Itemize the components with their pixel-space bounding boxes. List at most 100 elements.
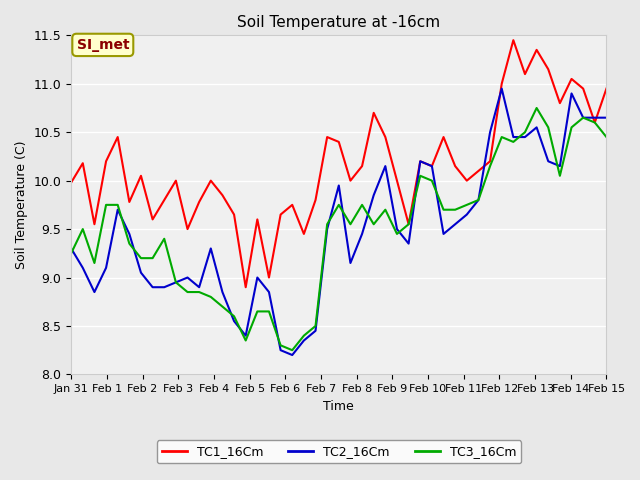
TC1_16Cm [404, 221, 412, 227]
TC3_16Cm [498, 134, 506, 140]
TC2_16Cm [475, 197, 483, 203]
TC3_16Cm [591, 120, 598, 125]
TC1_16Cm [556, 100, 564, 106]
TC2_16Cm [463, 212, 470, 217]
TC3_16Cm [289, 348, 296, 353]
TC2_16Cm [137, 270, 145, 276]
TC3_16Cm [440, 207, 447, 213]
TC1_16Cm [463, 178, 470, 183]
TC1_16Cm [509, 37, 517, 43]
TC2_16Cm [114, 207, 122, 213]
TC3_16Cm [195, 289, 203, 295]
TC2_16Cm [532, 124, 540, 130]
TC1_16Cm [102, 158, 110, 164]
TC3_16Cm [265, 309, 273, 314]
TC2_16Cm [161, 284, 168, 290]
TC2_16Cm [289, 352, 296, 358]
Line: TC2_16Cm: TC2_16Cm [71, 89, 607, 355]
TC3_16Cm [323, 221, 331, 227]
TC2_16Cm [440, 231, 447, 237]
Legend: TC1_16Cm, TC2_16Cm, TC3_16Cm: TC1_16Cm, TC2_16Cm, TC3_16Cm [157, 440, 521, 463]
TC3_16Cm [253, 309, 261, 314]
TC2_16Cm [323, 226, 331, 232]
TC3_16Cm [114, 202, 122, 208]
TC1_16Cm [417, 158, 424, 164]
TC2_16Cm [184, 275, 191, 280]
TC1_16Cm [242, 284, 250, 290]
TC3_16Cm [219, 304, 227, 310]
TC1_16Cm [312, 197, 319, 203]
TC3_16Cm [486, 163, 494, 169]
TC2_16Cm [300, 337, 308, 343]
TC2_16Cm [79, 265, 86, 271]
TC2_16Cm [276, 348, 284, 353]
TC1_16Cm [91, 221, 99, 227]
TC1_16Cm [207, 178, 214, 183]
TC3_16Cm [184, 289, 191, 295]
TC3_16Cm [91, 260, 99, 266]
TC2_16Cm [265, 289, 273, 295]
TC2_16Cm [603, 115, 611, 120]
TC3_16Cm [148, 255, 156, 261]
TC1_16Cm [532, 47, 540, 53]
TC1_16Cm [79, 160, 86, 166]
TC2_16Cm [207, 246, 214, 252]
TC2_16Cm [172, 279, 180, 285]
TC3_16Cm [463, 202, 470, 208]
TC2_16Cm [521, 134, 529, 140]
TC1_16Cm [591, 120, 598, 125]
TC1_16Cm [114, 134, 122, 140]
TC1_16Cm [161, 197, 168, 203]
TC1_16Cm [545, 66, 552, 72]
TC3_16Cm [242, 337, 250, 343]
TC3_16Cm [509, 139, 517, 145]
TC3_16Cm [125, 241, 133, 247]
TC1_16Cm [579, 86, 587, 92]
TC1_16Cm [219, 192, 227, 198]
TC3_16Cm [532, 105, 540, 111]
TC3_16Cm [556, 173, 564, 179]
TC2_16Cm [393, 226, 401, 232]
TC3_16Cm [207, 294, 214, 300]
TC3_16Cm [381, 207, 389, 213]
TC3_16Cm [102, 202, 110, 208]
TC1_16Cm [381, 134, 389, 140]
TC3_16Cm [347, 221, 355, 227]
TC1_16Cm [335, 139, 342, 145]
TC1_16Cm [393, 178, 401, 183]
TC2_16Cm [498, 86, 506, 92]
TC1_16Cm [428, 163, 436, 169]
TC3_16Cm [475, 197, 483, 203]
TC3_16Cm [393, 231, 401, 237]
TC2_16Cm [335, 182, 342, 188]
TC2_16Cm [417, 158, 424, 164]
TC2_16Cm [312, 328, 319, 334]
TC3_16Cm [428, 178, 436, 183]
TC3_16Cm [79, 226, 86, 232]
TC2_16Cm [486, 129, 494, 135]
TC3_16Cm [137, 255, 145, 261]
TC1_16Cm [451, 163, 459, 169]
Title: Soil Temperature at -16cm: Soil Temperature at -16cm [237, 15, 440, 30]
Line: TC3_16Cm: TC3_16Cm [71, 108, 607, 350]
TC2_16Cm [591, 115, 598, 120]
Y-axis label: Soil Temperature (C): Soil Temperature (C) [15, 141, 28, 269]
TC1_16Cm [347, 178, 355, 183]
TC1_16Cm [486, 158, 494, 164]
TC3_16Cm [521, 129, 529, 135]
X-axis label: Time: Time [323, 400, 354, 413]
TC3_16Cm [230, 313, 238, 319]
TC1_16Cm [195, 199, 203, 205]
TC1_16Cm [440, 134, 447, 140]
TC2_16Cm [579, 115, 587, 120]
TC1_16Cm [148, 216, 156, 222]
TC2_16Cm [242, 333, 250, 338]
TC2_16Cm [253, 275, 261, 280]
TC2_16Cm [381, 163, 389, 169]
TC2_16Cm [509, 134, 517, 140]
TC2_16Cm [370, 192, 378, 198]
TC3_16Cm [276, 342, 284, 348]
TC1_16Cm [358, 163, 366, 169]
TC3_16Cm [335, 202, 342, 208]
TC1_16Cm [370, 110, 378, 116]
